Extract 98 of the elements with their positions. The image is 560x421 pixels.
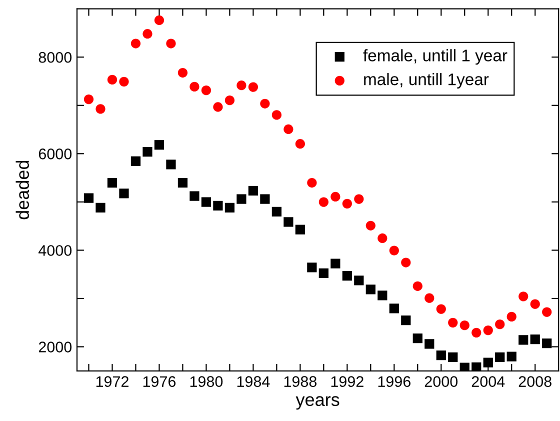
point (389, 304, 399, 314)
point (389, 246, 399, 256)
point (412, 334, 422, 344)
point (424, 339, 434, 349)
legend-label: male, untill 1year (364, 73, 489, 89)
point (378, 290, 388, 300)
point (366, 284, 376, 294)
point (495, 320, 505, 330)
point (378, 233, 388, 244)
x-tick-label: 1984 (237, 376, 270, 387)
point (518, 335, 528, 345)
point (142, 29, 152, 39)
point (96, 202, 106, 212)
point (284, 124, 294, 134)
point (295, 139, 305, 149)
point (213, 102, 223, 112)
legend-label: female, untill 1 year (363, 49, 508, 65)
point (96, 104, 106, 114)
point (460, 362, 470, 371)
point (224, 96, 235, 106)
point (248, 186, 258, 196)
x-tick-label: 1988 (284, 376, 317, 387)
point (506, 352, 516, 362)
point (330, 258, 340, 268)
point (119, 76, 129, 86)
point (472, 328, 482, 338)
point (401, 258, 411, 268)
point (542, 307, 552, 317)
point (107, 74, 118, 85)
point (236, 194, 246, 204)
y-tick-label: 6000 (38, 148, 72, 160)
point (236, 80, 246, 90)
point (201, 86, 212, 96)
x-axis-title: years (296, 396, 340, 410)
point (354, 194, 364, 204)
point (272, 206, 282, 217)
point (201, 197, 212, 207)
x-tick-label: 2000 (424, 376, 458, 387)
point (190, 191, 200, 201)
point (448, 352, 458, 362)
x-tick-label: 1996 (378, 376, 410, 387)
point (530, 334, 540, 344)
point (284, 217, 294, 227)
point (213, 200, 223, 211)
point (318, 268, 328, 278)
point (330, 192, 340, 202)
point (401, 316, 411, 326)
point (354, 276, 364, 286)
point (260, 194, 270, 204)
point (460, 320, 470, 330)
point (154, 140, 164, 150)
y-tick-label: 4000 (38, 245, 72, 256)
point (224, 202, 235, 212)
point (342, 270, 352, 281)
point (178, 178, 188, 188)
y-axis-title: deaded (16, 160, 30, 220)
point (107, 178, 118, 188)
x-tick-label: 2008 (518, 376, 552, 387)
x-tick-label: 1972 (96, 376, 128, 387)
point (190, 82, 200, 92)
point (366, 220, 376, 230)
point (84, 193, 94, 203)
point (495, 352, 505, 362)
y-tick-label: 2000 (38, 342, 72, 352)
point (342, 198, 352, 208)
x-tick-label: 2004 (472, 376, 505, 387)
point (178, 68, 188, 78)
point (448, 318, 458, 328)
point (130, 38, 141, 48)
point (436, 304, 446, 314)
point (518, 292, 528, 302)
point (260, 98, 270, 108)
point (166, 160, 176, 170)
point (119, 188, 129, 198)
point (318, 197, 328, 207)
point (272, 110, 282, 120)
point (307, 262, 317, 272)
point (130, 156, 141, 166)
point (412, 281, 422, 291)
point (84, 94, 94, 104)
point (295, 224, 305, 234)
x-tick-label: 1976 (143, 376, 176, 387)
point (506, 312, 516, 322)
point (424, 293, 434, 303)
point (436, 350, 446, 360)
point (530, 299, 540, 309)
point (142, 147, 152, 157)
point (154, 15, 164, 26)
point (248, 82, 258, 92)
point (483, 325, 493, 336)
y-tick-label: 8000 (38, 52, 72, 63)
point (307, 178, 317, 188)
point (483, 358, 493, 368)
point (166, 38, 176, 48)
x-tick-label: 1980 (190, 376, 223, 387)
x-tick-label: 1992 (331, 376, 364, 387)
point (472, 362, 482, 371)
point (542, 338, 552, 348)
